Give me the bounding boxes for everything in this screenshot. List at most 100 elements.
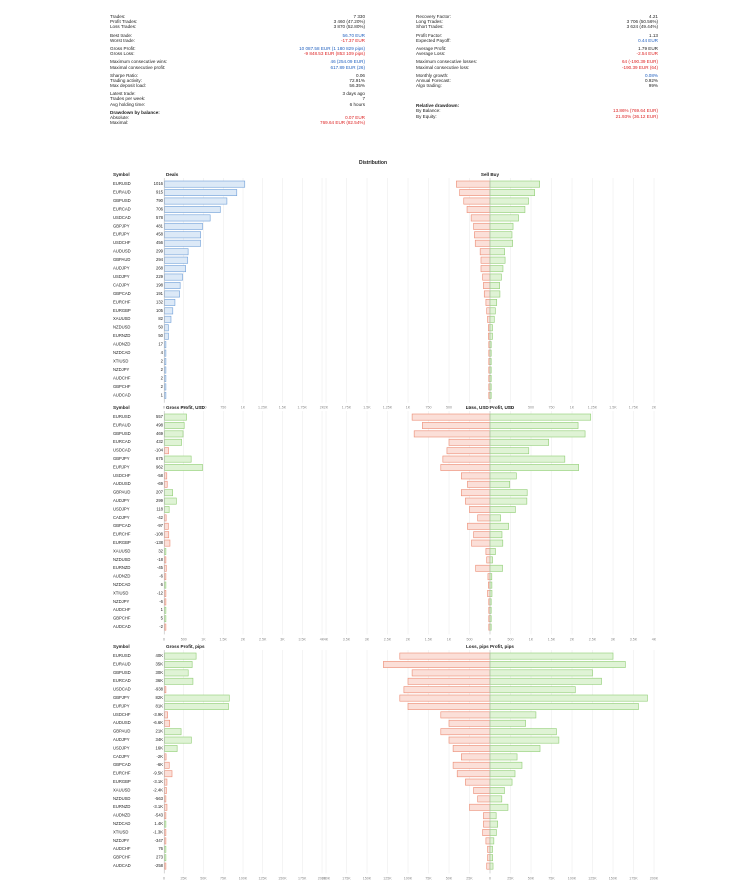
symbol-label: XAUUSD xyxy=(113,548,130,553)
value-label: -2.4K xyxy=(153,787,163,792)
symbol-label: GBPJPY xyxy=(113,456,130,461)
loss-bar xyxy=(475,564,491,572)
loss-bar xyxy=(473,531,491,539)
value-label: 299 xyxy=(156,249,164,254)
symbol-label: NZDJPY xyxy=(113,367,129,372)
profit-bar xyxy=(489,413,592,421)
stat-label: Relative drawdown: xyxy=(416,103,460,109)
stat-row: By Balance: 13.86% (769.64 EUR) xyxy=(416,108,658,113)
profit-bar xyxy=(489,422,579,429)
symbol-label: XAUUSD xyxy=(113,316,130,321)
stat-label: Short Trades: xyxy=(416,24,444,30)
x-tick-label: 4K xyxy=(652,637,657,641)
buy-bar xyxy=(489,265,504,273)
stat-label: Maximum consecutive losses: xyxy=(416,59,478,65)
stat-value: 0.06 xyxy=(356,72,365,78)
value-label: 2 xyxy=(161,384,164,389)
x-tick-label: 150K xyxy=(278,876,287,880)
stat-label: Loss Trades: xyxy=(110,24,137,30)
value-bar xyxy=(164,256,189,264)
stat-row: Absolute: 0.07 EUR xyxy=(110,115,365,120)
value-label: 207 xyxy=(156,490,164,495)
value-label: -108 xyxy=(155,532,164,537)
stat-row: Expected Payoff: 0.44 EUR xyxy=(416,38,658,43)
profit-bar xyxy=(489,703,639,710)
stat-label: Trades per week: xyxy=(110,96,146,102)
value-label: -1.3K xyxy=(153,829,163,834)
x-tick-label: 1.75K xyxy=(342,406,352,410)
x-tick-label: 125K xyxy=(383,876,392,880)
loss-bar xyxy=(448,719,491,727)
symbol-label: EURJPY xyxy=(113,464,130,469)
symbol-label: NZDUSD xyxy=(113,325,130,330)
value-label: 105 xyxy=(156,308,164,313)
value-bar xyxy=(164,652,197,660)
profit-bar xyxy=(489,539,504,547)
stat-label: Profit Trades: xyxy=(110,19,138,25)
loss-bar xyxy=(460,753,491,761)
loss-bar xyxy=(465,778,491,786)
x-tick-label: 50K xyxy=(200,876,207,880)
stat-row: Gross Loss: -9 848.53 EUR (853 109 pips) xyxy=(110,51,365,56)
symbol-label: USDCHF xyxy=(113,712,131,717)
sell-bar xyxy=(473,222,491,230)
stat-label: Absolute: xyxy=(110,115,130,120)
statistics-panel: Trades: 7 330 Profit Trades: 3 460 (47.20%)… xyxy=(110,14,658,164)
profit-bar xyxy=(489,753,518,761)
profit-bar xyxy=(489,677,602,685)
x-tick-label: 1K xyxy=(447,637,452,641)
chart-right-title: Loss, USD Profit, USD xyxy=(466,405,515,410)
symbol-label: XAUUSD xyxy=(113,787,130,792)
profit-bar xyxy=(489,719,526,727)
buy-bar xyxy=(489,282,500,289)
loss-bar xyxy=(467,522,491,530)
value-label: 706 xyxy=(156,206,164,211)
stat-label: By Balance: xyxy=(416,108,441,114)
buy-bar xyxy=(489,324,493,332)
value-label: 5 xyxy=(161,616,164,621)
stat-row: Profit Factor: 1.13 xyxy=(416,33,658,38)
value-label: -2 xyxy=(159,624,163,629)
stat-value: 72.91% xyxy=(349,77,365,83)
value-bar xyxy=(164,438,182,446)
x-tick-label: 1K xyxy=(406,406,411,410)
value-label: -104 xyxy=(155,448,164,453)
stat-value: 3 460 (47.20%) xyxy=(333,19,365,25)
symbol-label: NZDJPY xyxy=(113,838,129,843)
stat-label: Maximal consecutive profit: xyxy=(110,64,166,70)
stat-value: 64 (-190.39 EUR) xyxy=(621,59,658,65)
profit-bar xyxy=(489,489,528,497)
x-tick-label: 2K xyxy=(652,406,657,410)
value-label: 76 xyxy=(158,846,163,851)
loss-bar xyxy=(487,590,491,597)
value-bar xyxy=(164,761,170,769)
sell-bar xyxy=(466,206,491,213)
value-label: -563 xyxy=(155,796,164,801)
x-tick-label: 0 xyxy=(489,637,491,641)
stat-row: Best trade: 56.70 EUR xyxy=(110,33,365,38)
x-tick-label: 2K xyxy=(320,406,325,410)
stat-row: Recovery Factor: 4.21 xyxy=(416,14,658,19)
x-tick-label: 3K xyxy=(280,637,285,641)
stat-row: Max deposit load: 56.35% xyxy=(110,83,365,88)
loss-bar xyxy=(399,694,491,702)
x-tick-label: 3.5K xyxy=(630,637,638,641)
symbol-label: EURUSD xyxy=(113,414,131,419)
x-tick-label: 50K xyxy=(528,876,535,880)
symbol-label: USDCHF xyxy=(113,473,131,478)
symbol-label: XTIUSD xyxy=(113,590,128,595)
profit-bar xyxy=(489,803,509,811)
profit-bar xyxy=(489,694,648,702)
stat-label: Trading activity: xyxy=(110,77,142,83)
value-label: 50 xyxy=(158,325,163,330)
buy-bar xyxy=(489,222,514,230)
x-tick-label: 0 xyxy=(163,637,165,641)
value-label: 82K xyxy=(156,695,164,700)
x-tick-label: 4K xyxy=(320,637,325,641)
buy-bar xyxy=(489,206,526,213)
value-bar xyxy=(164,315,172,323)
sell-bar xyxy=(479,248,491,256)
profit-bar xyxy=(489,447,530,455)
value-bar xyxy=(164,298,176,306)
loss-bar xyxy=(465,497,491,505)
